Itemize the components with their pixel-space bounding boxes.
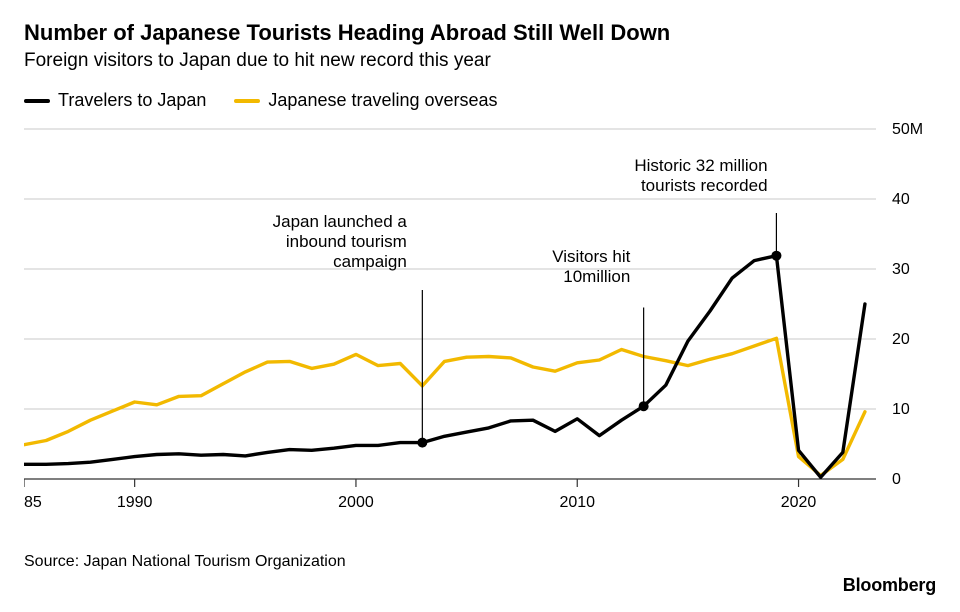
legend-item-japanese-overseas: Japanese traveling overseas: [234, 90, 497, 111]
legend-label: Japanese traveling overseas: [268, 90, 497, 111]
annotation-text: tourists recorded: [641, 176, 768, 195]
brand-label: Bloomberg: [843, 575, 936, 596]
chart-subtitle: Foreign visitors to Japan due to hit new…: [24, 50, 936, 72]
annotation-marker: [417, 438, 427, 448]
annotation-text: Historic 32 million: [634, 156, 767, 175]
x-axis-label: 2010: [559, 494, 595, 511]
x-axis-label: 2020: [781, 494, 817, 511]
legend-swatch: [24, 99, 50, 103]
y-axis-label: 30: [892, 261, 910, 278]
chart-legend: Travelers to Japan Japanese traveling ov…: [24, 90, 936, 111]
annotation-marker: [639, 401, 649, 411]
x-axis-label: 1985: [24, 494, 42, 511]
legend-swatch: [234, 99, 260, 103]
annotation-text: campaign: [333, 252, 407, 271]
x-axis-label: 1990: [117, 494, 153, 511]
x-axis-label: 2000: [338, 494, 374, 511]
chart-area: 0 10 20 30 40 50M 1985 1990 2000 2010 2020 Japan la…: [24, 119, 936, 539]
y-axis-label: 0: [892, 471, 901, 488]
annotation-text: Japan launched a: [273, 212, 408, 231]
legend-label: Travelers to Japan: [58, 90, 206, 111]
series-travelers_to_japan: [24, 256, 865, 478]
annotation-text: Visitors hit: [552, 247, 630, 266]
annotation-text: inbound tourism: [286, 232, 407, 251]
legend-item-travelers-to-japan: Travelers to Japan: [24, 90, 206, 111]
y-axis-label: 20: [892, 331, 910, 348]
y-axis-label: 50M: [892, 121, 923, 138]
annotation-text: 10million: [563, 267, 630, 286]
annotation-marker: [771, 251, 781, 261]
chart-svg: 0 10 20 30 40 50M 1985 1990 2000 2010 2020 Japan la…: [24, 119, 936, 539]
y-axis-label: 40: [892, 191, 910, 208]
chart-source: Source: Japan National Tourism Organizat…: [24, 553, 936, 571]
y-axis-label: 10: [892, 401, 910, 418]
chart-title: Number of Japanese Tourists Heading Abro…: [24, 20, 936, 46]
